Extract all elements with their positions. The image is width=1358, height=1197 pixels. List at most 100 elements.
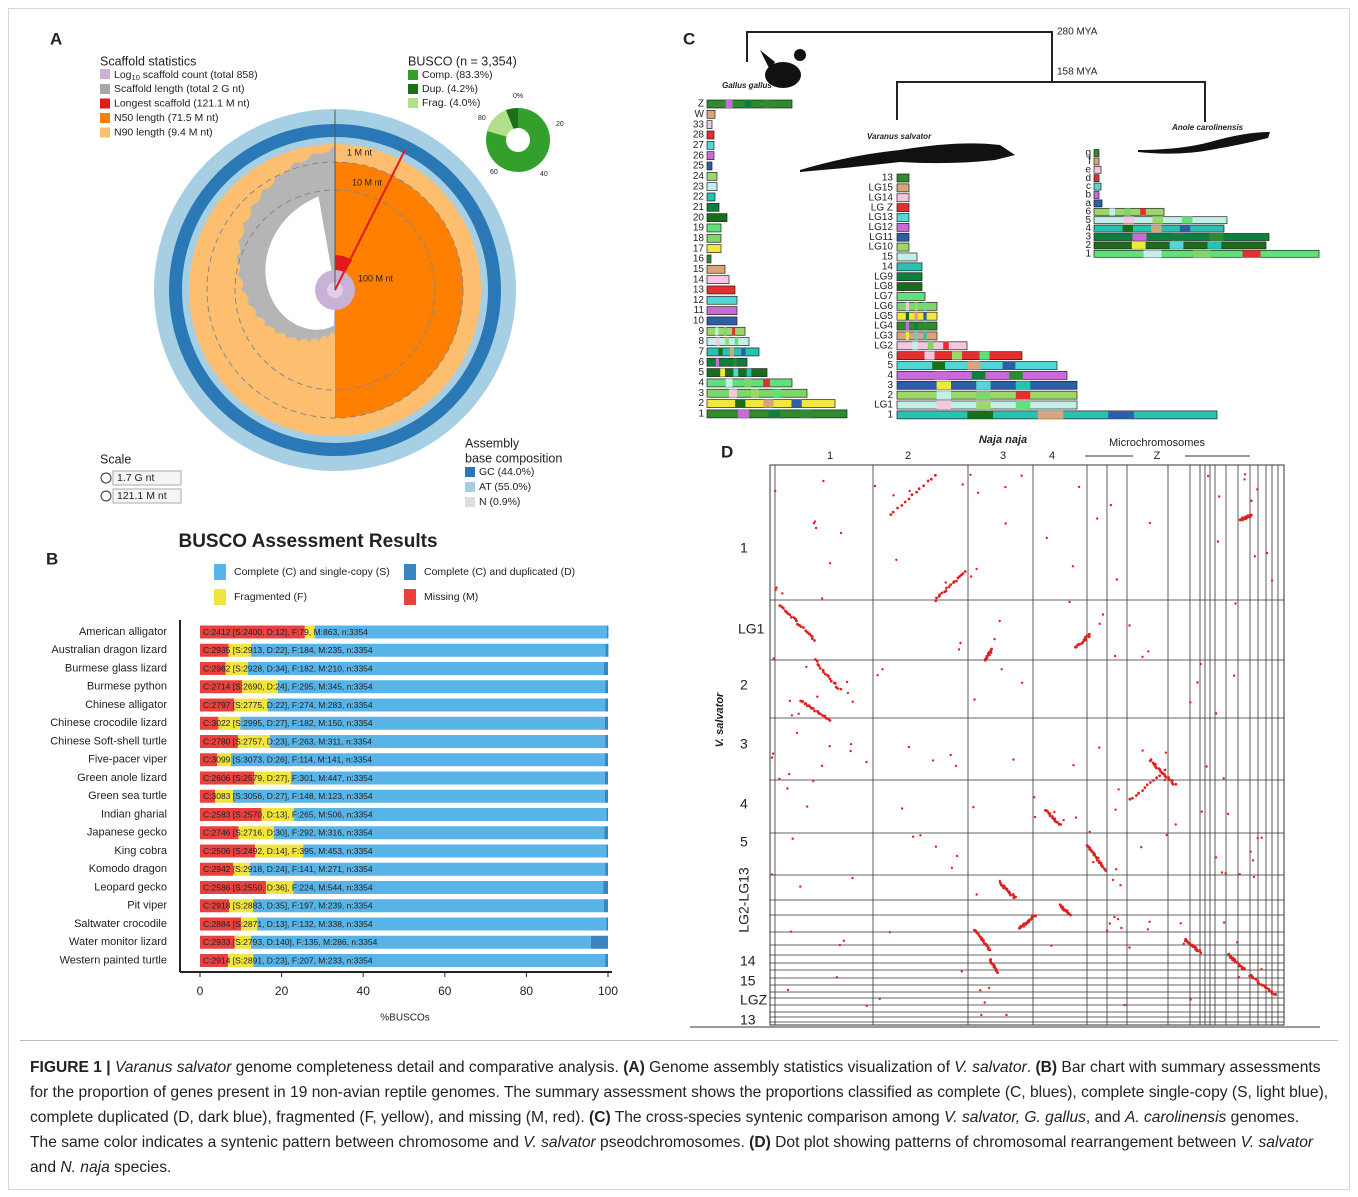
chromosome-label: LG15	[869, 183, 894, 194]
chromosome-label: 14	[882, 261, 894, 272]
bar-segment	[228, 643, 251, 657]
dot	[789, 930, 793, 933]
y-label: 2	[740, 677, 748, 693]
caption-text: genome completeness detail and comparati…	[231, 1059, 624, 1076]
bar-segment	[200, 899, 229, 913]
dot	[1174, 823, 1177, 826]
chromosome-label: 10	[693, 316, 705, 327]
dot	[949, 753, 952, 757]
synteny-block	[923, 322, 927, 331]
synteny-block	[723, 327, 727, 336]
synteny-block	[923, 331, 927, 340]
chromosome-label: 5	[698, 367, 704, 378]
dot	[849, 743, 853, 746]
dot	[907, 745, 911, 749]
chromosome-label: 1	[1085, 248, 1091, 259]
dot	[1158, 774, 1161, 778]
dot	[1053, 817, 1057, 821]
legend-swatch	[404, 589, 416, 605]
y-label: LGZ	[740, 992, 768, 1008]
chromosome-bar	[706, 182, 718, 191]
dot	[915, 490, 919, 494]
synteny-block	[746, 368, 752, 377]
dot	[881, 668, 884, 671]
synteny-block	[936, 391, 951, 400]
synteny-block	[936, 381, 951, 390]
legend-swatch	[100, 84, 110, 94]
caption-text: genomes. The same color indicates a synt…	[30, 1109, 1300, 1151]
dot	[1117, 788, 1120, 791]
dot	[969, 473, 972, 476]
dot	[1164, 776, 1168, 779]
synteny-block	[912, 341, 918, 350]
chromosome-bar	[706, 244, 722, 253]
dot	[995, 968, 998, 972]
chromosome-bar	[706, 171, 718, 181]
dot	[807, 704, 811, 708]
bar-segment	[255, 844, 304, 858]
bar-segment	[293, 808, 607, 821]
dot	[1077, 642, 1081, 646]
dot	[1119, 884, 1122, 887]
dot	[980, 1013, 983, 1017]
bar-segment	[231, 753, 605, 767]
legend-label: Complete (C) and single-copy (S)	[234, 566, 390, 578]
chromosome-label: 4	[698, 378, 704, 389]
bar-segment	[604, 716, 608, 730]
dot	[1167, 776, 1170, 779]
synteny-block	[967, 410, 993, 419]
dot	[876, 674, 879, 677]
chromosome-bar	[896, 282, 923, 291]
legend-swatch	[408, 84, 418, 94]
dot	[1101, 613, 1105, 616]
y-tick-label: Burmese python	[87, 681, 167, 693]
panel-label: C	[683, 29, 695, 48]
synteny-block	[1131, 241, 1146, 249]
dot	[1147, 650, 1150, 653]
chromosome-bar	[706, 161, 713, 171]
y-tick-label: Five-pacer viper	[88, 754, 167, 766]
bar-segment	[200, 698, 235, 712]
legend-swatch	[100, 127, 110, 138]
bar-label: C:2583 [S:2570, D:13], F:265, M:506, n:3…	[203, 809, 373, 819]
dot	[1113, 654, 1117, 658]
chromosome-label: 8	[698, 336, 704, 347]
chromosome-label: 9	[698, 326, 704, 337]
anole-icon	[1138, 132, 1270, 154]
y-label: LG1	[738, 621, 765, 637]
dot	[961, 572, 965, 576]
bar-segment	[606, 844, 608, 858]
dot	[960, 970, 963, 973]
dot	[838, 943, 842, 947]
dot	[990, 647, 993, 651]
y-tick-label: Australian dragon lizard	[51, 644, 167, 656]
y-label: 15	[740, 973, 756, 989]
dot	[1128, 624, 1131, 627]
chromosome-label: 26	[693, 150, 705, 161]
bar-segment	[200, 881, 267, 894]
caption-text: (D)	[749, 1134, 771, 1151]
dot	[786, 787, 789, 790]
dot	[788, 772, 791, 776]
legend-label: Complete (C) and duplicated (D)	[424, 566, 575, 578]
tree-branch	[746, 31, 1053, 82]
y-tick-label: Burmese glass lizard	[65, 662, 167, 674]
dot	[1216, 540, 1220, 543]
bar-segment	[215, 789, 234, 803]
chromosome-bar	[1093, 157, 1100, 166]
dot	[889, 513, 893, 516]
synteny-block	[716, 337, 720, 346]
synteny-block	[1181, 216, 1193, 224]
synteny-block	[718, 347, 723, 356]
dot	[1226, 953, 1230, 957]
bar-segment	[303, 844, 607, 858]
phylogeny	[746, 31, 1206, 122]
dot	[813, 709, 816, 713]
dot	[1092, 860, 1095, 864]
bar-segment	[240, 716, 605, 730]
bar-label: C:3022 [S:2995, D:27], F:182, M:150, n:3…	[203, 718, 373, 728]
legend-swatch	[100, 69, 110, 79]
dot	[1116, 918, 1120, 921]
legend-label: Scaffold length (total 2 G nt)	[114, 83, 245, 95]
